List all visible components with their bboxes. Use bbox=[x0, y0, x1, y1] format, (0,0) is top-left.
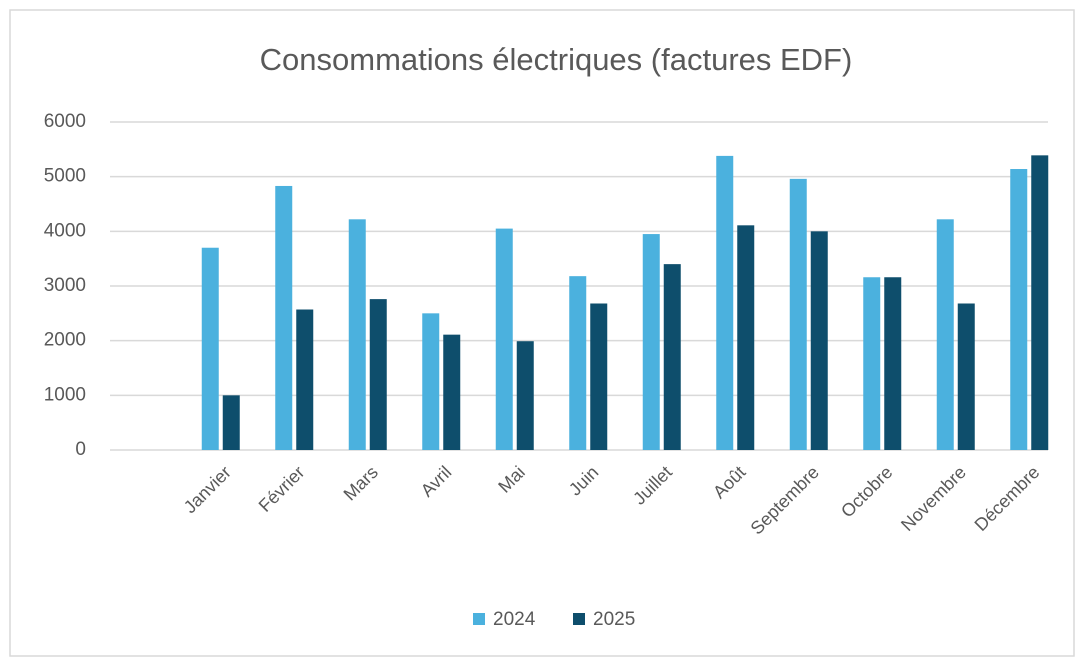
bar bbox=[569, 276, 587, 450]
y-tick-label: 5000 bbox=[44, 166, 86, 187]
y-tick-label: 4000 bbox=[44, 220, 86, 241]
legend-swatch bbox=[473, 613, 485, 625]
y-tick-label: 0 bbox=[75, 439, 86, 460]
bar bbox=[957, 303, 975, 450]
bar bbox=[348, 219, 366, 450]
bar bbox=[275, 185, 293, 450]
y-tick-label: 3000 bbox=[44, 275, 86, 296]
y-tick-label: 2000 bbox=[44, 330, 86, 351]
bar bbox=[369, 299, 387, 450]
bar bbox=[1010, 169, 1028, 450]
bar bbox=[716, 155, 734, 451]
bar bbox=[1031, 155, 1049, 450]
bar bbox=[516, 341, 534, 450]
bar bbox=[663, 264, 681, 450]
chart-title: Consommations électriques (factures EDF) bbox=[260, 42, 853, 77]
bar bbox=[884, 277, 902, 450]
bar bbox=[422, 313, 440, 450]
bar bbox=[936, 219, 954, 450]
bar bbox=[789, 178, 807, 450]
bar bbox=[222, 395, 240, 450]
bar bbox=[590, 303, 608, 450]
bar bbox=[737, 225, 755, 450]
bar bbox=[201, 247, 219, 450]
bar bbox=[810, 231, 828, 450]
bar bbox=[642, 234, 660, 450]
legend-label: 2024 bbox=[493, 609, 536, 630]
chart-frame bbox=[9, 9, 1075, 657]
y-tick-label: 6000 bbox=[44, 111, 86, 132]
bar bbox=[863, 277, 881, 450]
bar bbox=[443, 334, 461, 450]
bar bbox=[495, 228, 513, 450]
y-tick-label: 1000 bbox=[44, 384, 86, 405]
bar bbox=[296, 309, 314, 450]
legend-swatch bbox=[573, 613, 585, 625]
legend-label: 2025 bbox=[593, 609, 635, 630]
